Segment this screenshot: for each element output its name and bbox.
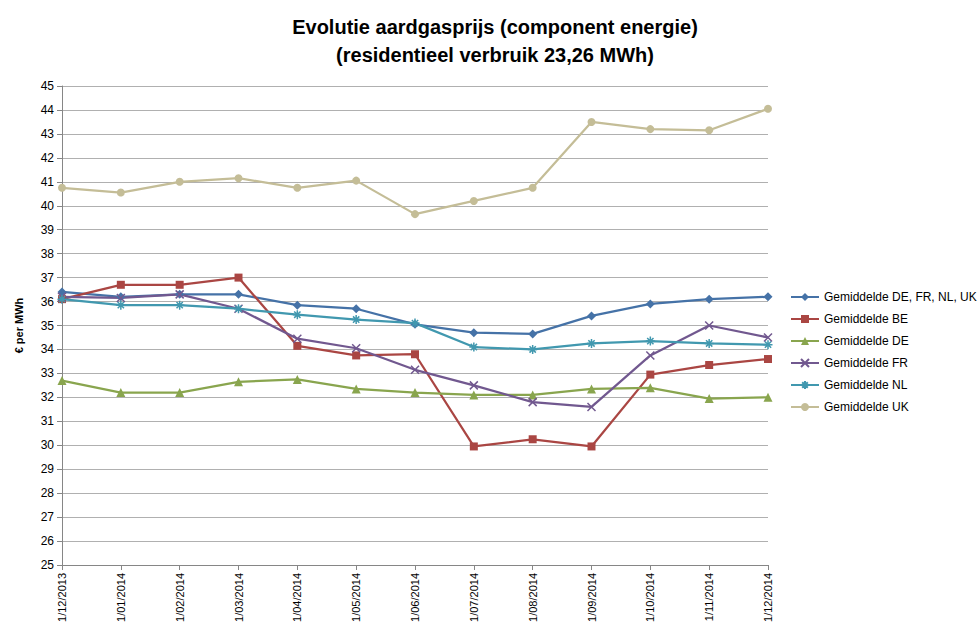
svg-text:33: 33 (41, 366, 55, 380)
svg-text:Gemiddelde UK: Gemiddelde UK (824, 400, 909, 414)
svg-text:45: 45 (41, 79, 55, 93)
svg-text:35: 35 (41, 319, 55, 333)
svg-text:43: 43 (41, 127, 55, 141)
svg-text:25: 25 (41, 558, 55, 572)
svg-text:38: 38 (41, 247, 55, 261)
svg-text:40: 40 (41, 199, 55, 213)
svg-text:37: 37 (41, 271, 55, 285)
svg-text:1/07/2014: 1/07/2014 (468, 573, 480, 622)
svg-text:44: 44 (41, 103, 55, 117)
svg-text:1/11/2014: 1/11/2014 (703, 573, 715, 621)
svg-text:1/12/2014: 1/12/2014 (762, 573, 774, 622)
svg-text:1/01/2014: 1/01/2014 (115, 573, 127, 622)
svg-text:27: 27 (41, 510, 55, 524)
svg-text:1/02/2014: 1/02/2014 (174, 573, 186, 622)
svg-text:(residentieel verbruik 23,26 M: (residentieel verbruik 23,26 MWh) (336, 44, 654, 66)
svg-text:Gemiddelde FR: Gemiddelde FR (824, 356, 908, 370)
svg-text:Gemiddelde DE, FR, NL, UK: Gemiddelde DE, FR, NL, UK (824, 290, 977, 304)
svg-text:1/05/2014: 1/05/2014 (350, 573, 362, 622)
svg-text:1/03/2014: 1/03/2014 (233, 573, 245, 622)
svg-text:Evolutie aardgasprijs (compone: Evolutie aardgasprijs (component energie… (292, 16, 698, 38)
svg-text:1/04/2014: 1/04/2014 (291, 573, 303, 622)
svg-text:1/09/2014: 1/09/2014 (586, 573, 598, 622)
svg-text:41: 41 (41, 175, 55, 189)
svg-text:39: 39 (41, 223, 55, 237)
svg-text:26: 26 (41, 534, 55, 548)
svg-text:30: 30 (41, 438, 55, 452)
svg-text:36: 36 (41, 295, 55, 309)
svg-text:1/06/2014: 1/06/2014 (409, 573, 421, 622)
svg-text:28: 28 (41, 486, 55, 500)
svg-text:Gemiddelde NL: Gemiddelde NL (824, 378, 908, 392)
svg-text:29: 29 (41, 462, 55, 476)
svg-text:31: 31 (41, 414, 55, 428)
svg-text:32: 32 (41, 390, 55, 404)
svg-text:1/08/2014: 1/08/2014 (527, 573, 539, 622)
svg-text:€ per MWh: € per MWh (13, 297, 25, 353)
svg-text:1/12/2013: 1/12/2013 (56, 573, 68, 622)
svg-text:42: 42 (41, 151, 55, 165)
svg-text:1/10/2014: 1/10/2014 (644, 573, 656, 622)
svg-text:Gemiddelde DE: Gemiddelde DE (824, 334, 909, 348)
svg-text:34: 34 (41, 342, 55, 356)
svg-text:Gemiddelde BE: Gemiddelde BE (824, 312, 908, 326)
